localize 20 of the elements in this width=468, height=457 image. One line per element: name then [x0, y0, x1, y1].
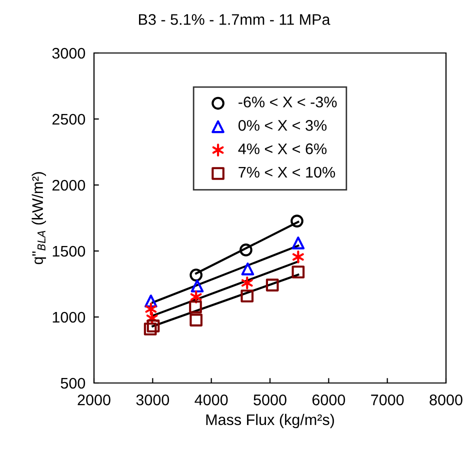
chart-title: B3 - 5.1% - 1.7mm - 11 MPa [139, 14, 330, 25]
x-axis-title: Mass Flux (kg/m²s) [206, 414, 334, 428]
y-tick-label: 1500 [52, 246, 86, 257]
y-tick-label: 2500 [52, 114, 86, 125]
x-tick-label: 7000 [371, 394, 404, 406]
y-tick-label: 1000 [52, 312, 86, 323]
x-tick-label: 2000 [78, 394, 110, 406]
y-tick-label: 3000 [52, 48, 86, 59]
legend-label: 7% < X < 10% [238, 166, 336, 178]
x-tick-label: 3000 [136, 394, 170, 406]
y-axis-title: q"$_{BLA}$ (kW/m²) [32, 172, 46, 264]
legend-label: 4% < X < 6% [238, 143, 327, 154]
y-tick-label: 500 [60, 378, 86, 389]
x-tick-label: 5000 [254, 394, 286, 406]
x-tick-label: 6000 [312, 394, 346, 406]
y-tick-label: 2000 [52, 180, 86, 191]
x-tick-label: 8000 [430, 394, 462, 406]
legend-label: 0% < X < 3% [238, 120, 327, 131]
legend-label: -6% < X < -3% [238, 96, 337, 108]
x-tick-label: 4000 [194, 394, 228, 406]
